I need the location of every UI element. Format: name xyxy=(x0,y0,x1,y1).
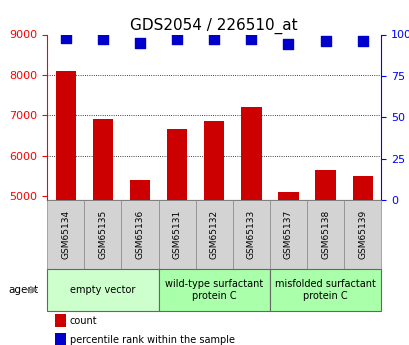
Bar xyxy=(55,71,76,200)
Bar xyxy=(315,170,335,200)
Point xyxy=(173,37,180,42)
Text: GSM65138: GSM65138 xyxy=(320,210,329,259)
Text: count: count xyxy=(70,316,97,326)
Text: GSM65131: GSM65131 xyxy=(172,210,181,259)
Text: agent: agent xyxy=(9,285,39,295)
Text: GSM65134: GSM65134 xyxy=(61,210,70,259)
Point xyxy=(247,37,254,42)
Point xyxy=(210,37,217,42)
Point xyxy=(99,37,106,42)
Text: percentile rank within the sample: percentile rank within the sample xyxy=(70,335,234,345)
Point xyxy=(62,35,69,41)
Bar xyxy=(166,129,187,200)
Title: GDS2054 / 226510_at: GDS2054 / 226510_at xyxy=(130,18,297,34)
Text: wild-type surfactant
protein C: wild-type surfactant protein C xyxy=(165,279,263,300)
Point xyxy=(136,40,143,46)
Bar xyxy=(352,176,372,200)
Point xyxy=(321,38,328,44)
Text: GSM65137: GSM65137 xyxy=(283,210,292,259)
Bar xyxy=(240,107,261,200)
Text: GSM65133: GSM65133 xyxy=(246,210,255,259)
Text: GSM65135: GSM65135 xyxy=(98,210,107,259)
Text: GSM65132: GSM65132 xyxy=(209,210,218,259)
Bar xyxy=(278,192,298,200)
Text: GSM65136: GSM65136 xyxy=(135,210,144,259)
Bar xyxy=(129,180,150,200)
Bar xyxy=(92,119,113,200)
Point xyxy=(359,38,365,44)
Text: empty vector: empty vector xyxy=(70,285,135,295)
Text: GSM65139: GSM65139 xyxy=(357,210,366,259)
Bar xyxy=(204,121,224,200)
Point xyxy=(285,42,291,47)
Text: misfolded surfactant
protein C: misfolded surfactant protein C xyxy=(274,279,375,300)
